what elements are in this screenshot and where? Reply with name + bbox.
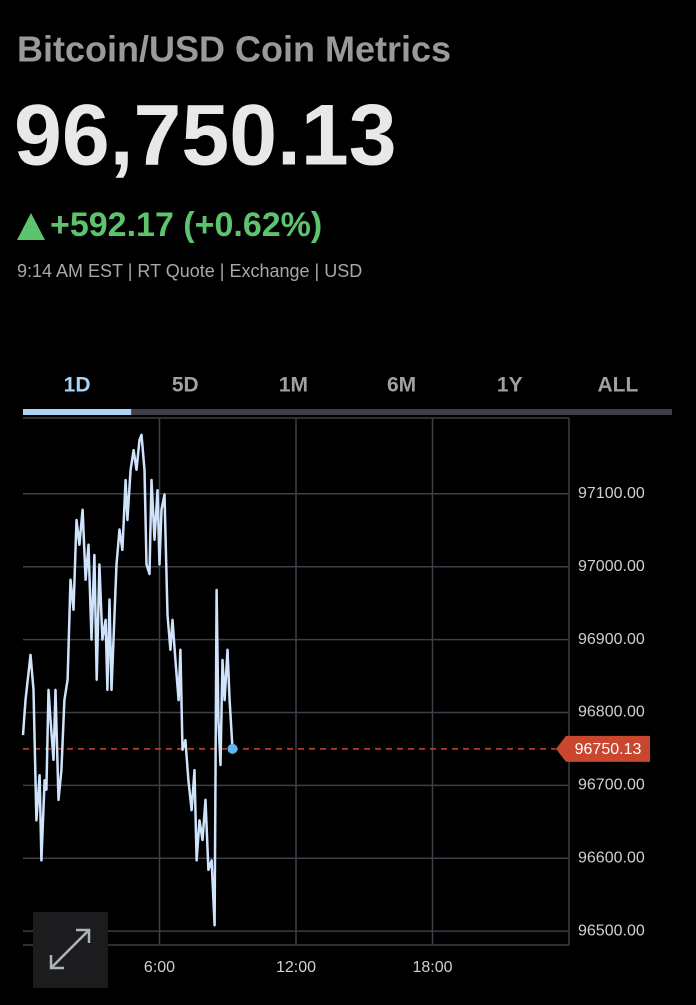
tab[interactable]: 6M <box>387 374 416 397</box>
expand-icon <box>49 928 91 970</box>
tab[interactable]: 1Y <box>497 374 523 397</box>
up-triangle <box>17 213 45 240</box>
y-tick-label: 96600.00 <box>578 849 645 866</box>
y-tick-label: 96800.00 <box>578 704 645 721</box>
title: Bitcoin/USD Coin Metrics <box>17 29 451 70</box>
y-tick-label: 97000.00 <box>578 558 645 575</box>
tab[interactable]: 1D <box>64 374 91 397</box>
tab[interactable]: ALL <box>598 374 639 397</box>
x-tick-label: 18:00 <box>412 959 452 976</box>
y-tick-label: 96500.00 <box>578 922 645 939</box>
tab-indicator <box>23 409 132 415</box>
y-tick-label: 97100.00 <box>578 485 645 502</box>
last-point <box>227 743 238 754</box>
last-value-label: 96750.13 <box>575 741 642 758</box>
x-tick-label: 6:00 <box>144 959 175 976</box>
y-tick-label: 96900.00 <box>578 631 645 648</box>
tab[interactable]: 5D <box>172 374 199 397</box>
y-tick-label: 96700.00 <box>578 777 645 794</box>
tab-track <box>23 409 672 415</box>
tab[interactable]: 1M <box>279 374 308 397</box>
price-change: +592.17 (+0.62%) <box>50 206 322 244</box>
price: 96,750.13 <box>14 88 397 184</box>
price-line <box>21 433 234 927</box>
quote-info: 9:14 AM EST | RT Quote | Exchange | USD <box>17 261 362 281</box>
x-tick-label: 12:00 <box>276 959 316 976</box>
last-value-tag <box>556 735 650 762</box>
